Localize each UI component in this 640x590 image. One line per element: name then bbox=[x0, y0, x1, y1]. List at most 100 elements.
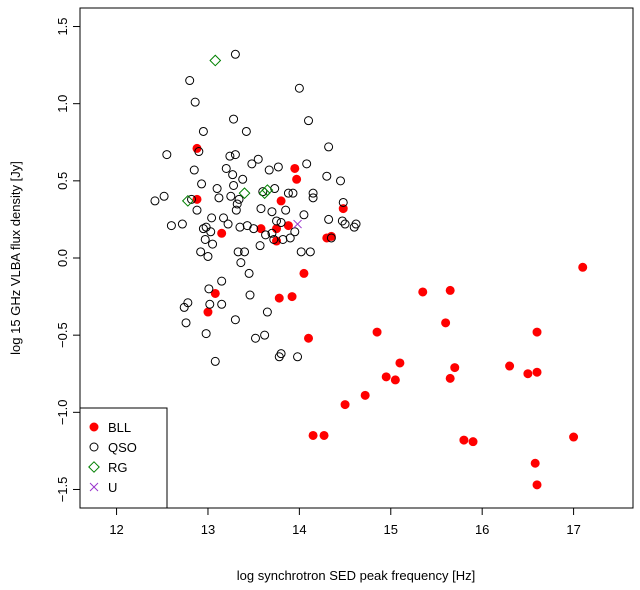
data-point-qso bbox=[196, 247, 206, 257]
data-point-qso bbox=[187, 194, 197, 204]
data-point-rg bbox=[261, 184, 274, 197]
data-point-qso bbox=[308, 193, 318, 203]
data-point-bll bbox=[360, 390, 370, 400]
data-point-bll bbox=[217, 228, 227, 238]
data-point-u bbox=[293, 219, 302, 229]
data-point-qso bbox=[269, 234, 279, 244]
data-point-qso bbox=[210, 356, 220, 366]
data-point-qso bbox=[232, 199, 242, 209]
data-point-qso bbox=[283, 188, 293, 198]
data-point-bll bbox=[441, 318, 451, 328]
data-point-qso bbox=[351, 219, 361, 229]
data-point-qso bbox=[262, 307, 272, 317]
legend-label-u: U bbox=[108, 480, 117, 495]
data-point-bll bbox=[532, 327, 542, 337]
data-point-qso bbox=[276, 218, 286, 228]
data-point-qso bbox=[166, 221, 176, 231]
y-tick-label: 0.5 bbox=[55, 172, 70, 190]
data-point-qso bbox=[228, 170, 238, 180]
legend-symbol-qso bbox=[89, 442, 99, 452]
data-point-bll bbox=[210, 288, 220, 298]
data-point-bll bbox=[274, 293, 284, 303]
data-point-bll bbox=[530, 458, 540, 468]
data-point-bll bbox=[445, 285, 455, 295]
data-point-qso bbox=[238, 174, 248, 184]
data-point-qso bbox=[177, 219, 187, 229]
data-point-qso bbox=[264, 165, 274, 175]
y-tick-label: 1.5 bbox=[55, 17, 70, 35]
data-point-qso bbox=[190, 97, 200, 107]
data-point-qso bbox=[326, 233, 336, 243]
data-point-bll bbox=[290, 163, 300, 173]
data-point-bll bbox=[532, 367, 542, 377]
legend-symbol-rg bbox=[88, 461, 100, 473]
data-point-qso bbox=[260, 330, 270, 340]
data-point-bll bbox=[395, 358, 405, 368]
data-point-bll bbox=[283, 221, 293, 231]
data-point-bll bbox=[276, 196, 286, 206]
data-point-qso bbox=[299, 210, 309, 220]
data-point-qso bbox=[241, 126, 251, 136]
data-point-qso bbox=[235, 222, 245, 232]
data-point-qso bbox=[230, 315, 240, 325]
data-point-qso bbox=[245, 290, 255, 300]
data-point-qso bbox=[247, 159, 257, 169]
data-point-rg bbox=[238, 187, 251, 200]
data-point-bll bbox=[340, 400, 350, 410]
data-point-qso bbox=[338, 197, 348, 207]
data-point-qso bbox=[230, 49, 240, 59]
x-tick-label: 12 bbox=[109, 522, 123, 537]
data-point-qso bbox=[233, 247, 243, 257]
data-point-qso bbox=[159, 191, 169, 201]
data-point-qso bbox=[285, 233, 295, 243]
data-point-qso bbox=[185, 76, 195, 86]
data-point-qso bbox=[244, 268, 254, 278]
x-tick-label: 13 bbox=[201, 522, 215, 537]
data-point-qso bbox=[201, 329, 211, 339]
data-point-qso bbox=[217, 276, 227, 286]
data-point-qso bbox=[296, 247, 306, 257]
data-point-rg bbox=[181, 194, 194, 207]
data-point-qso bbox=[261, 230, 271, 240]
data-point-qso bbox=[324, 214, 334, 224]
data-point-qso bbox=[272, 216, 282, 226]
data-point-bll bbox=[381, 372, 391, 382]
data-point-qso bbox=[293, 352, 303, 362]
data-point-qso bbox=[223, 219, 233, 229]
data-point-bll bbox=[418, 287, 428, 297]
legend-symbol-u bbox=[89, 482, 99, 492]
data-point-qso bbox=[267, 228, 277, 238]
data-point-qso bbox=[212, 184, 222, 194]
data-point-qso bbox=[192, 205, 202, 215]
data-point-rg bbox=[258, 187, 271, 200]
data-point-bll bbox=[308, 430, 318, 440]
data-point-qso bbox=[256, 204, 266, 214]
data-point-qso bbox=[294, 83, 304, 93]
data-point-qso bbox=[258, 187, 268, 197]
data-point-bll bbox=[578, 262, 588, 272]
data-point-qso bbox=[340, 219, 350, 229]
legend-label-rg: RG bbox=[108, 460, 128, 475]
data-point-qso bbox=[207, 213, 217, 223]
x-tick-label: 14 bbox=[292, 522, 306, 537]
data-point-qso bbox=[236, 258, 246, 268]
data-point-qso bbox=[217, 299, 227, 309]
data-point-qso bbox=[194, 147, 204, 157]
data-point-qso bbox=[290, 227, 300, 237]
data-point-bll bbox=[505, 361, 515, 371]
data-point-qso bbox=[201, 222, 211, 232]
data-point-bll bbox=[203, 307, 213, 317]
data-point-qso bbox=[281, 205, 291, 215]
data-point-bll bbox=[569, 432, 579, 442]
data-point-rg bbox=[209, 54, 222, 67]
data-point-bll bbox=[299, 268, 309, 278]
y-tick-label: 1.0 bbox=[55, 95, 70, 113]
data-point-qso bbox=[255, 241, 265, 251]
x-tick-label: 17 bbox=[566, 522, 580, 537]
legend: BLL QSO RG U bbox=[79, 407, 168, 509]
data-point-bll bbox=[390, 375, 400, 385]
y-tick-label: 0.0 bbox=[55, 249, 70, 267]
data-point-bll bbox=[287, 292, 297, 302]
data-point-bll bbox=[523, 369, 533, 379]
data-point-bll bbox=[459, 435, 469, 445]
